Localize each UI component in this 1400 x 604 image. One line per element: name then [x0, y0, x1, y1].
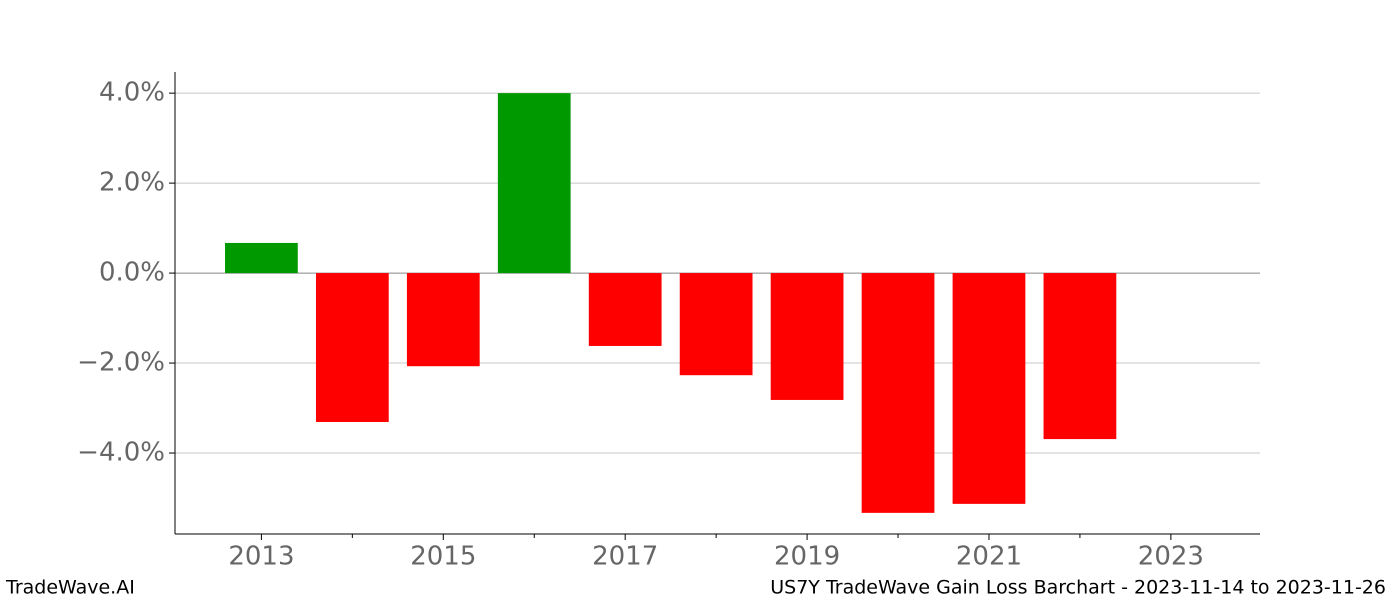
bar — [588, 273, 662, 346]
x-tick-label: 2023 — [1138, 542, 1204, 572]
y-tick-label: 0.0% — [99, 258, 165, 288]
bar — [679, 273, 753, 376]
bar — [315, 273, 389, 422]
x-tick-label: 2021 — [956, 542, 1022, 572]
x-tick-label: 2015 — [410, 542, 476, 572]
bar — [861, 273, 935, 513]
y-tick-label: 4.0% — [99, 78, 165, 108]
y-tick-label: −2.0% — [77, 348, 165, 378]
bar — [1043, 273, 1117, 440]
x-tick-label: 2013 — [228, 542, 294, 572]
bar — [952, 273, 1026, 504]
footer-left: TradeWave.AI — [5, 577, 135, 599]
bar — [225, 242, 298, 274]
y-tick-label: 2.0% — [99, 168, 165, 198]
bar — [406, 273, 480, 367]
footer-right: US7Y TradeWave Gain Loss Barchart - 2023… — [770, 577, 1386, 599]
y-tick-label: −4.0% — [77, 438, 165, 468]
bar — [770, 273, 844, 400]
x-tick-label: 2017 — [592, 542, 658, 572]
x-tick-label: 2019 — [774, 542, 840, 572]
bar — [497, 93, 571, 274]
